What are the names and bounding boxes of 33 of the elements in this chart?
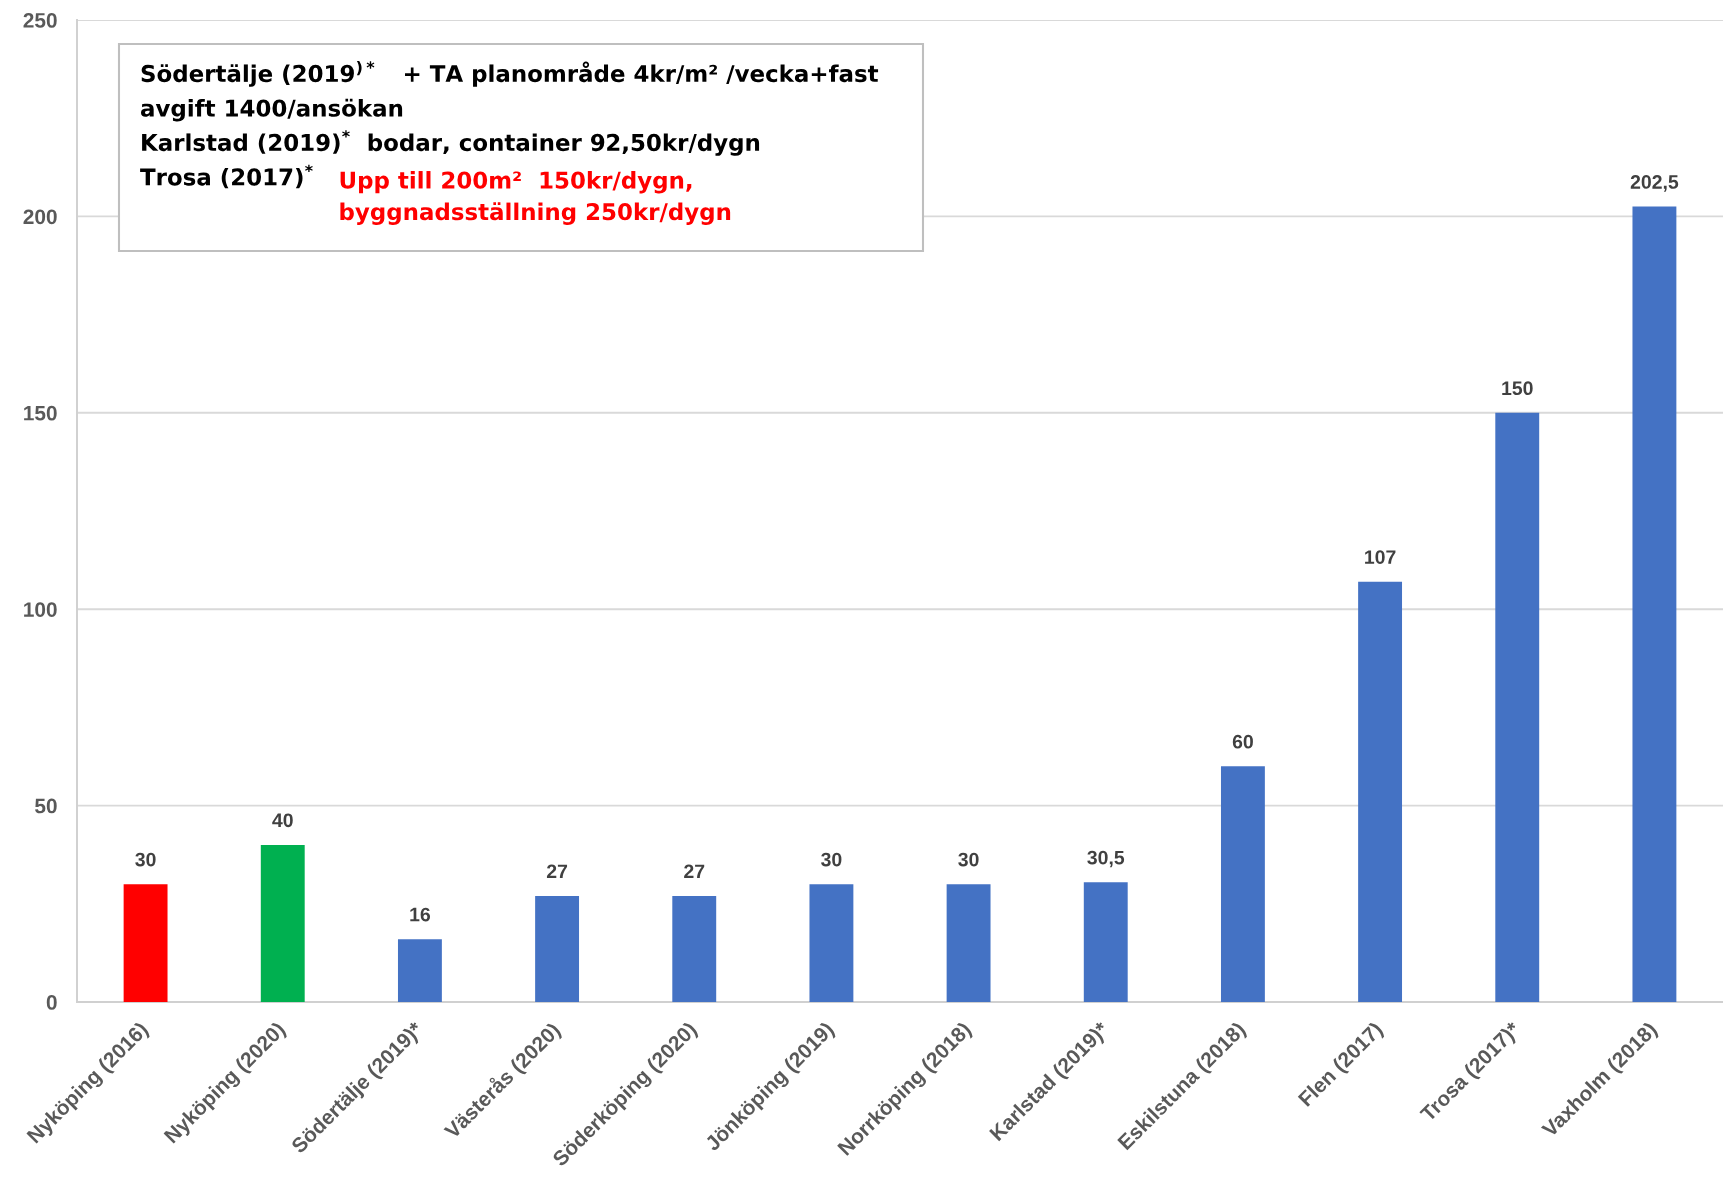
- data-label: 16: [410, 907, 431, 922]
- bar: [1358, 581, 1403, 1002]
- y-tick-label: 150: [24, 405, 57, 421]
- data-label: 150: [1502, 381, 1533, 396]
- annotation: Upp till 200m² 150kr/dygn, byggnadsställning 250kr/dygn: [340, 171, 731, 225]
- bar: [1632, 206, 1677, 1002]
- y-tick-label: 250: [23, 13, 57, 28]
- bar: [535, 895, 580, 1002]
- annotation: Trosa (2017)$^{*}$: [140, 164, 313, 189]
- bar: [123, 884, 168, 1002]
- bar: [397, 939, 442, 1002]
- data-label: 107: [1365, 550, 1396, 564]
- y-tick-label: 0: [46, 995, 57, 1010]
- data-label: 30: [821, 852, 842, 867]
- y-tick-label: 100: [24, 602, 57, 617]
- y-tick-label: 200: [23, 209, 57, 225]
- data-label: 30,5: [1087, 850, 1125, 868]
- annotation: Karlstad (2019)$^{*}$ bodar, container 92,50kr/dygn: [142, 130, 760, 156]
- bar: [260, 844, 305, 1002]
- data-label: 30: [135, 852, 156, 867]
- bar: [672, 895, 717, 1002]
- bar: [809, 884, 854, 1002]
- bar: [1495, 412, 1540, 1002]
- bar: [1083, 882, 1128, 1002]
- y-tick-label: 50: [35, 798, 57, 814]
- data-label: 27: [546, 864, 568, 879]
- bar: [946, 884, 991, 1002]
- data-label: 60: [1232, 734, 1253, 749]
- data-label: 40: [272, 813, 293, 828]
- data-label: 202,5: [1630, 175, 1679, 192]
- data-label: 27: [684, 864, 705, 879]
- bar: [1220, 766, 1265, 1002]
- data-label: 30: [958, 852, 979, 867]
